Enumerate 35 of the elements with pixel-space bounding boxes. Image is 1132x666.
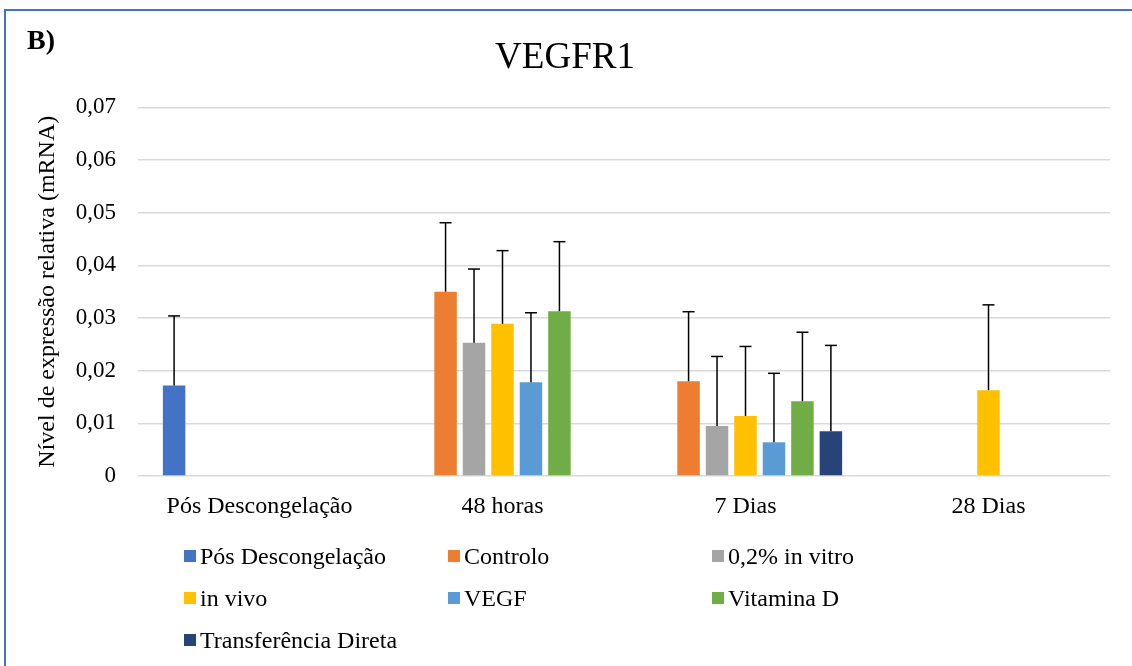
bar [548, 311, 571, 476]
bar [462, 342, 486, 476]
legend-label: VEGF [464, 584, 527, 612]
legend-label: Transferência Direta [200, 626, 398, 654]
bar [762, 442, 786, 476]
bar [162, 385, 186, 476]
chart-title: VEGFR1 [495, 34, 635, 76]
y-tick-label: 0,01 [75, 409, 116, 435]
y-tick-label: 0,02 [75, 356, 116, 382]
y-tick-label: 0 [104, 462, 116, 488]
legend-label: Controlo [464, 542, 550, 570]
bar [734, 415, 757, 476]
y-tick-label: 0,04 [75, 251, 117, 277]
y-tick-label: 0,07 [75, 93, 116, 119]
x-tick-label: Pós Descongelação [166, 491, 353, 518]
bar [819, 431, 843, 476]
bar [977, 390, 1000, 476]
y-tick-label: 0,03 [75, 304, 116, 330]
legend-label: in vivo [200, 584, 268, 612]
bar [791, 401, 814, 476]
bar [677, 381, 700, 476]
bar [519, 382, 543, 476]
bar [491, 323, 514, 476]
x-tick-label: 48 horas [461, 491, 544, 518]
legend-label: Pós Descongelação [200, 542, 386, 570]
y-axis-title: Nível de expressão relativa (mRNA) [32, 115, 59, 468]
x-tick-label: 7 Dias [714, 491, 777, 518]
legend-label: Vitamina D [728, 584, 840, 612]
bar [434, 291, 457, 476]
text: B) [27, 24, 55, 56]
legend-label: 0,2% in vitro [728, 542, 854, 570]
y-tick-label: 0,05 [75, 198, 116, 224]
bar [705, 425, 729, 476]
y-tick-label: 0,06 [75, 146, 116, 172]
x-tick-label: 28 Dias [951, 491, 1026, 518]
